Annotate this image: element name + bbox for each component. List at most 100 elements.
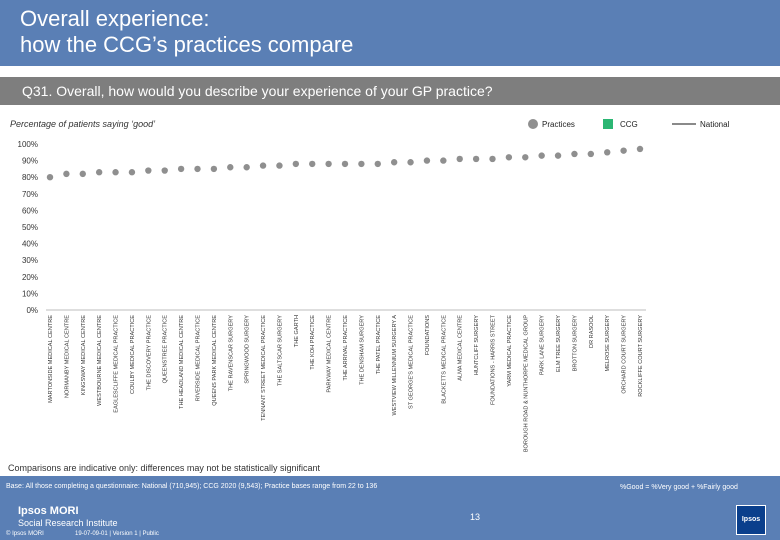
y-tick-label: 50% bbox=[22, 223, 38, 232]
practice-point bbox=[620, 147, 627, 154]
legend-national-marker bbox=[672, 123, 696, 125]
category-label: ELM TREE SURGERY bbox=[556, 315, 562, 372]
legend-practices-marker bbox=[528, 119, 538, 129]
y-tick-label: 90% bbox=[22, 157, 38, 166]
category-label: YARM MEDICAL PRACTICE bbox=[507, 315, 513, 387]
practice-point bbox=[440, 157, 447, 164]
question-text: Q31. Overall, how would you describe you… bbox=[22, 83, 493, 99]
category-label: ALMA MEDICAL CENTRE bbox=[458, 315, 464, 381]
category-label: PARK LANE SURGERY bbox=[540, 315, 546, 375]
practice-point bbox=[325, 160, 332, 168]
ipsos-logo: Ipsos bbox=[736, 505, 766, 535]
practice-point bbox=[522, 154, 529, 161]
y-tick-label: 30% bbox=[22, 256, 38, 265]
practice-point bbox=[374, 160, 381, 168]
question-band bbox=[0, 77, 780, 105]
practice-point bbox=[472, 155, 480, 163]
category-label: NORMANBY MEDICAL CENTRE bbox=[64, 315, 70, 398]
practice-point bbox=[636, 145, 644, 153]
practice-point bbox=[259, 162, 267, 169]
y-tick-label: 0% bbox=[26, 306, 38, 315]
legend-national-label: National bbox=[700, 120, 730, 129]
practice-point bbox=[128, 169, 136, 176]
category-label: PARKWAY MEDICAL CENTRE bbox=[327, 315, 333, 393]
legend-practices-label: Practices bbox=[542, 120, 575, 129]
category-label: THE KOH PRACTICE bbox=[310, 315, 316, 370]
practice-point bbox=[587, 150, 595, 158]
category-label: QUEENSTREE PRACTICE bbox=[163, 315, 169, 384]
practice-point bbox=[276, 162, 283, 169]
practice-point bbox=[423, 157, 431, 164]
category-label: BROTTON SURGERY bbox=[572, 315, 578, 372]
practice-point bbox=[538, 152, 545, 159]
practice-point bbox=[161, 167, 168, 174]
page-title: Overall experience: how the CCG’s practi… bbox=[20, 6, 353, 58]
category-label: FOUNDATIONS bbox=[425, 315, 431, 356]
practice-point bbox=[177, 165, 185, 173]
practice-point bbox=[505, 154, 513, 161]
base-note: Base: All those completing a questionnai… bbox=[6, 483, 378, 490]
y-tick-label: 100% bbox=[18, 140, 38, 149]
category-label: BOROUGH ROAD & NUNTHORPE MEDICAL GROUP bbox=[523, 315, 529, 452]
category-label: HUNTCLIFF SURGERY bbox=[474, 315, 480, 375]
category-label: THE GARTH bbox=[294, 315, 300, 347]
practice-point bbox=[46, 174, 54, 181]
category-label: ROCKLIFFE COURT SURGERY bbox=[638, 315, 644, 397]
category-label: RIVERSIDE MEDICAL PRACTICE bbox=[196, 315, 202, 401]
chart-subtitle: Percentage of patients saying ‘good’ bbox=[10, 119, 156, 129]
category-label: THE HEADLAND MEDICAL CENTRE bbox=[179, 315, 185, 409]
category-label: MARTONSIDE MEDICAL CENTRE bbox=[48, 315, 54, 403]
category-label: THE RAVENSCAR SURGERY bbox=[228, 315, 234, 392]
category-label: COULBY MEDICAL PRACTICE bbox=[130, 315, 136, 394]
practice-point bbox=[63, 170, 70, 178]
practice-point bbox=[309, 160, 316, 168]
practice-point bbox=[489, 155, 496, 163]
legend-ccg-label: CCG bbox=[620, 120, 638, 129]
practice-point bbox=[145, 167, 152, 174]
category-label: TENNANT STREET MEDICAL PRACTICE bbox=[261, 315, 267, 421]
title-line-2: how the CCG’s practices compare bbox=[20, 32, 354, 57]
chart-area: 0% 10% 20% 30% 40% 50% 60% 70% 80% 90% 100% MARTONS… bbox=[0, 135, 780, 460]
practice-point bbox=[390, 159, 398, 166]
institute-name: Social Research Institute bbox=[18, 518, 118, 528]
practice-point bbox=[95, 169, 103, 176]
practice-point bbox=[407, 159, 414, 166]
practice-point bbox=[79, 170, 86, 178]
category-label: DR RASOOL bbox=[589, 315, 595, 348]
company-name: Ipsos MORI bbox=[18, 505, 79, 517]
category-label: THE SALTSCAR SURGERY bbox=[277, 315, 283, 386]
practice-point bbox=[227, 164, 234, 171]
job-reference: 19-07-09-01 | Version 1 | Public bbox=[75, 531, 159, 537]
title-line-1: Overall experience: bbox=[20, 6, 210, 31]
category-label: THE ARRIVAL PRACTICE bbox=[343, 315, 349, 381]
title-band bbox=[0, 0, 780, 66]
ipsos-logo-text: Ipsos bbox=[741, 516, 761, 523]
category-label: THE PATEL PRACTICE bbox=[376, 315, 382, 375]
y-tick-label: 40% bbox=[22, 240, 38, 249]
category-label: SPRINGWOOD SURGERY bbox=[245, 315, 251, 384]
practice-point bbox=[194, 165, 201, 173]
practice-point bbox=[243, 164, 250, 171]
practice-point bbox=[571, 150, 578, 158]
footer-band bbox=[0, 476, 780, 540]
practice-point bbox=[604, 149, 611, 156]
category-label: KINGSWAY MEDICAL CENTRE bbox=[81, 315, 87, 395]
practice-point bbox=[358, 160, 365, 168]
category-label: FOUNDATIONS - HARRIS STREET bbox=[491, 314, 497, 405]
category-label: BLACKETTS MEDICAL PRACTICE bbox=[441, 315, 447, 404]
y-tick-label: 10% bbox=[22, 289, 38, 298]
y-tick-label: 20% bbox=[22, 273, 38, 282]
category-label: WESTBOURNE MEDICAL CENTRE bbox=[97, 315, 103, 406]
category-label: MELROSE SURGERY bbox=[605, 315, 611, 372]
category-label: ST GEORGE'S MEDICAL PRACTICE bbox=[409, 315, 415, 409]
chart-svg: 0% 10% 20% 30% 40% 50% 60% 70% 80% 90% 100% MARTONS… bbox=[18, 140, 646, 452]
practice-point bbox=[292, 160, 300, 168]
category-label: THE DISCOVERY PRACTICE bbox=[146, 315, 152, 391]
category-label: QUEENS PARK MEDICAL CENTRE bbox=[212, 315, 218, 406]
good-formula-note: %Good = %Very good + %Fairly good bbox=[620, 484, 738, 491]
y-tick-label: 80% bbox=[22, 173, 38, 182]
page-number: 13 bbox=[470, 512, 481, 522]
category-label: ORCHARD COURT SURGERY bbox=[622, 315, 628, 394]
practice-point bbox=[341, 160, 349, 168]
category-label: EAGLESCLIFFE MEDICAL PRACTICE bbox=[114, 315, 120, 413]
